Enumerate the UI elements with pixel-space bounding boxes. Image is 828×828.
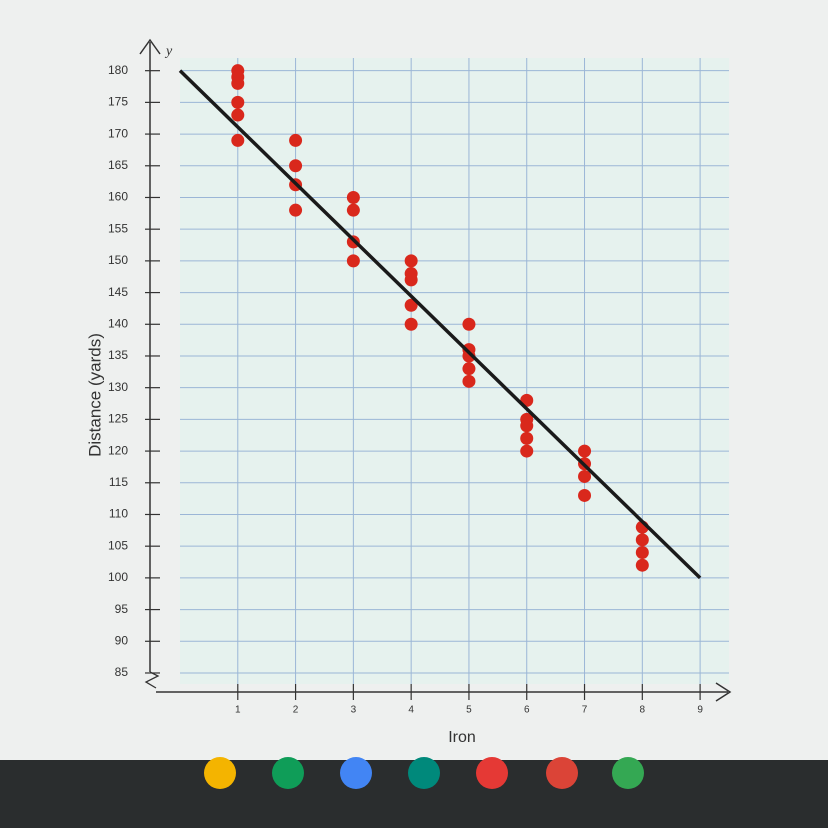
x-tick-label: 7 [582, 705, 588, 716]
point [289, 159, 303, 173]
point [231, 133, 245, 147]
y-tick-label: 115 [109, 475, 128, 489]
y-tick-label: 110 [109, 507, 128, 521]
app-icon[interactable] [408, 757, 440, 789]
point [231, 95, 245, 109]
point [404, 317, 418, 331]
app-icon[interactable] [546, 757, 578, 789]
y-axis-label: Distance (yards) [85, 333, 104, 457]
y-tick-label: 135 [108, 348, 128, 362]
point [462, 374, 476, 388]
x-axis-label: Iron [448, 729, 476, 746]
y-tick-label: 105 [108, 538, 128, 552]
point [635, 546, 649, 560]
point [635, 558, 649, 572]
app-icon[interactable] [204, 757, 236, 789]
y-arrow [139, 38, 161, 55]
point [231, 108, 245, 122]
app-icon[interactable] [340, 757, 372, 789]
x-tick-label: 5 [466, 705, 472, 716]
x-tick-label: 1 [235, 705, 241, 716]
point [578, 488, 592, 502]
y-tick-label: 165 [108, 158, 128, 172]
y-tick-label: 95 [115, 602, 129, 616]
y-tick-label: 150 [108, 253, 128, 267]
y-tick-label: 180 [108, 63, 128, 77]
y-tick-label: 140 [108, 316, 128, 330]
fit-line [178, 69, 702, 580]
point [231, 76, 245, 90]
app-icon[interactable] [476, 757, 508, 789]
taskbar [0, 757, 828, 828]
point [346, 254, 360, 268]
point [346, 203, 360, 217]
point [520, 431, 534, 445]
y-tick-label: 130 [108, 380, 128, 394]
point [404, 298, 418, 312]
point [462, 317, 476, 331]
y-tick-label: 155 [108, 221, 128, 235]
point [462, 349, 476, 363]
point [520, 419, 534, 433]
x-tick-label: 4 [408, 705, 414, 716]
app-icon[interactable] [612, 757, 644, 789]
point [404, 254, 418, 268]
y-tick-label: 175 [108, 95, 128, 109]
y-tick-label: 100 [108, 570, 128, 584]
y-tick-label: 170 [108, 126, 128, 140]
point [289, 203, 303, 217]
point [578, 444, 592, 458]
x-arrow [715, 682, 732, 702]
axis-break [144, 671, 160, 689]
point [635, 533, 649, 547]
x-tick-label: 2 [293, 705, 299, 716]
point [520, 444, 534, 458]
y-tick-label: 90 [115, 633, 129, 647]
point [578, 469, 592, 483]
app-icon[interactable] [272, 757, 304, 789]
y-tick-label: 145 [108, 285, 128, 299]
point [404, 273, 418, 287]
x-tick-label: 8 [640, 705, 646, 716]
point [346, 190, 360, 204]
y-tick-label: 125 [108, 412, 128, 426]
point [289, 133, 303, 147]
y-tick-label: 85 [115, 665, 129, 679]
x-tick-label: 6 [524, 705, 530, 716]
y-tick-label: 160 [108, 190, 128, 204]
y-tick-label: 120 [108, 443, 128, 457]
x-tick-label: 3 [351, 705, 357, 716]
y-axis-letter: y [164, 44, 173, 59]
point [462, 362, 476, 376]
x-tick-label: 9 [697, 705, 703, 716]
